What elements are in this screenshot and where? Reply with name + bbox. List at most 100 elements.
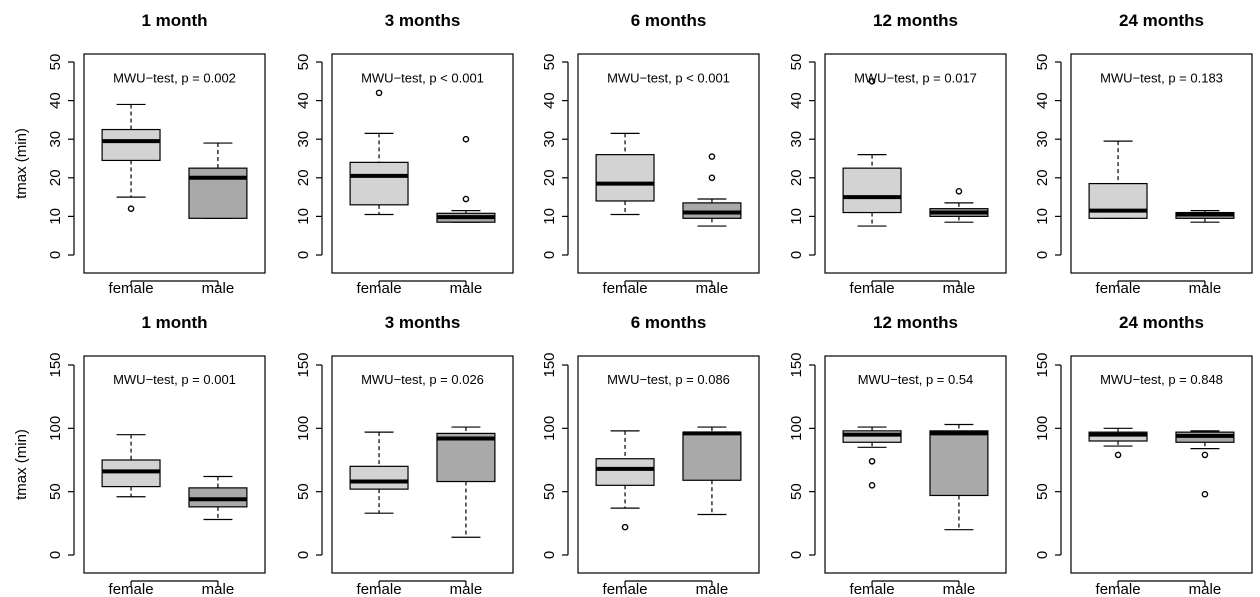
y-tick-label: 150 [541, 352, 558, 377]
y-tick-label: 50 [47, 483, 64, 500]
panel-title: 24 months [1119, 313, 1204, 332]
panel-1: 1 month 0 10 20 30 40 50 tmax (min) MWU−test, p … [13, 11, 266, 297]
y-tick-label: 20 [47, 169, 64, 186]
iqr-box [1088, 182, 1148, 219]
outlier-point [868, 482, 876, 489]
y-tick-label: 0 [47, 551, 64, 559]
y-tick-label: 20 [541, 169, 558, 186]
panel-9: 12 months 0 50 100 150 MWU−test, p = 0.54 fema… [788, 313, 1007, 597]
y-tick-label: 20 [788, 169, 805, 186]
mwu-annotation: MWU−test, p = 0.026 [361, 372, 484, 387]
outlier-point [955, 188, 963, 195]
y-tick-label: 100 [47, 416, 64, 441]
y-tick-label: 40 [541, 92, 558, 109]
outlier-point [621, 523, 629, 531]
box-female [595, 430, 655, 531]
mwu-annotation: MWU−test, p = 0.002 [113, 70, 236, 85]
outlier-point [127, 205, 135, 212]
outlier-point [1201, 451, 1209, 459]
plot-frame [83, 355, 266, 574]
plot-frame [83, 53, 266, 274]
mwu-annotation: MWU−test, p = 0.54 [858, 372, 974, 387]
y-tick-label: 20 [1034, 169, 1051, 186]
plot-frame [331, 53, 514, 274]
y-tick-label: 20 [295, 169, 312, 186]
y-tick-label: 150 [1034, 352, 1051, 377]
box-male [436, 426, 496, 538]
x-tick-label-male: male [1189, 280, 1222, 297]
outlier-point [462, 195, 470, 203]
box-female [1088, 140, 1148, 219]
box-female [349, 89, 409, 216]
plot-frame [1070, 53, 1253, 274]
y-tick-label: 150 [788, 352, 805, 377]
box-male [682, 153, 742, 227]
x-tick-label-female: female [109, 280, 154, 297]
box-female [842, 78, 902, 227]
y-tick-label: 100 [541, 416, 558, 441]
mwu-annotation: MWU−test, p = 0.848 [1100, 372, 1223, 387]
box-male [188, 142, 248, 219]
x-tick-label-male: male [696, 280, 729, 297]
panel-8: 6 months 0 50 100 150 MWU−test, p = 0.086 fema… [541, 313, 760, 597]
panel-6: 1 month 0 50 100 150 tmax (min) MWU−test, p = … [13, 313, 266, 597]
outlier-point [708, 153, 716, 160]
iqr-box [682, 431, 742, 481]
panel-10: 24 months 0 50 100 150 MWU−test, p = 0.848 fem… [1034, 313, 1253, 597]
y-tick-label: 30 [47, 131, 64, 148]
y-axis-label: tmax (min) [13, 128, 30, 199]
y-tick-label: 40 [47, 92, 64, 109]
box-male [1175, 430, 1235, 498]
y-tick-label: 0 [788, 251, 805, 259]
iqr-box [842, 167, 902, 214]
plot-frame [824, 53, 1007, 274]
outlier-point [708, 174, 716, 182]
y-tick-label: 50 [541, 483, 558, 500]
x-tick-label-male: male [202, 280, 235, 297]
y-tick-label: 0 [541, 251, 558, 259]
y-tick-label: 0 [295, 251, 312, 259]
box-female [349, 431, 409, 514]
box-male [929, 423, 989, 531]
plot-frame [331, 355, 514, 574]
iqr-box [101, 128, 161, 162]
panel-title: 12 months [873, 11, 958, 30]
box-male [1175, 210, 1235, 223]
y-tick-label: 0 [47, 251, 64, 259]
y-tick-label: 40 [788, 92, 805, 109]
x-tick-label-female: female [850, 280, 895, 297]
panel-7: 3 months 0 50 100 150 MWU−test, p = 0.026 fema… [295, 313, 514, 597]
panel-title: 3 months [385, 313, 461, 332]
y-tick-label: 100 [1034, 416, 1051, 441]
mwu-annotation: MWU−test, p = 0.001 [113, 372, 236, 387]
outlier-point [375, 89, 383, 97]
y-tick-label: 10 [788, 208, 805, 225]
y-tick-label: 50 [1034, 483, 1051, 500]
box-female [101, 434, 161, 498]
outlier-point [1201, 490, 1209, 498]
iqr-box [929, 430, 989, 497]
plot-frame [1070, 355, 1253, 574]
iqr-box [349, 161, 409, 206]
panel-title: 12 months [873, 313, 958, 332]
iqr-box [436, 432, 496, 483]
x-tick-label-female: female [603, 280, 648, 297]
y-tick-label: 50 [788, 483, 805, 500]
y-tick-label: 10 [47, 208, 64, 225]
y-tick-label: 0 [541, 551, 558, 559]
panel-2: 3 months 0 10 20 30 40 50 MWU−test, p < 0.001 fe… [295, 11, 514, 297]
mwu-annotation: MWU−test, p = 0.183 [1100, 70, 1223, 85]
plot-frame [824, 355, 1007, 574]
box-female [842, 426, 902, 489]
panel-3: 6 months 0 10 20 30 40 50 MWU−test, p < 0.001 fe… [541, 11, 760, 297]
x-tick-label-female: female [1096, 581, 1141, 597]
x-tick-label-female: female [109, 581, 154, 597]
outlier-point [868, 78, 876, 85]
y-tick-label: 50 [295, 483, 312, 500]
y-tick-label: 50 [295, 54, 312, 71]
x-tick-label-female: female [357, 581, 402, 597]
y-tick-label: 30 [1034, 131, 1051, 148]
y-tick-label: 50 [1034, 54, 1051, 71]
y-tick-label: 50 [788, 54, 805, 71]
